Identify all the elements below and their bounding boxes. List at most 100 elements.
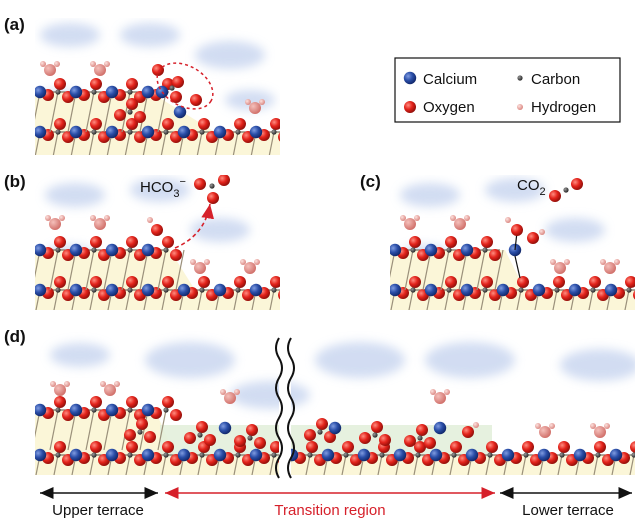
- carbon-atom: [199, 452, 204, 457]
- carbon-atom: [91, 452, 96, 457]
- bond: [284, 290, 292, 330]
- hydrogen-atom: [539, 229, 545, 235]
- carbon-atom: [55, 247, 60, 252]
- hydrogen-atom: [604, 423, 610, 429]
- oxygen-atom: [409, 236, 421, 248]
- oxygen-atom: [254, 437, 266, 449]
- hydrogen-atom: [414, 215, 420, 221]
- hydrogen-atom: [400, 215, 406, 221]
- hydrogen-atom: [517, 104, 523, 110]
- carbon-atom: [127, 247, 132, 252]
- water-cloud: [50, 343, 110, 367]
- water-oxygen: [404, 218, 416, 230]
- carbon-atom: [197, 432, 202, 437]
- hydrogen-atom: [590, 423, 596, 429]
- oxygen-atom: [218, 174, 230, 186]
- hydrogen-atom: [40, 61, 46, 67]
- hydrogen-atom: [614, 259, 620, 265]
- panel-d: [32, 342, 637, 495]
- calcium-atom: [214, 284, 226, 296]
- carbon-atom: [235, 452, 240, 457]
- hydrogen-atom: [104, 215, 110, 221]
- oxygen-atom: [54, 78, 66, 90]
- oxygen-atom: [196, 421, 208, 433]
- carbon-atom: [559, 452, 564, 457]
- calcium-atom: [329, 422, 341, 434]
- hydrogen-atom: [90, 61, 96, 67]
- carbon-atom: [199, 287, 204, 292]
- calcium-atom: [219, 422, 231, 434]
- carbon-atom: [55, 129, 60, 134]
- carbon-atom: [631, 452, 636, 457]
- calcium-atom: [70, 404, 82, 416]
- oxygen-atom: [511, 224, 523, 236]
- oxygen-atom: [270, 118, 282, 130]
- calcium-atom: [358, 449, 370, 461]
- hydrogen-atom: [600, 259, 606, 265]
- oxygen-atom: [409, 276, 421, 288]
- oxygen-atom: [126, 441, 138, 453]
- water-cloud: [120, 23, 180, 47]
- hydrogen-atom: [59, 215, 65, 221]
- oxygen-atom: [445, 276, 457, 288]
- hydrogen-atom: [505, 217, 511, 223]
- carbon-atom: [127, 89, 132, 94]
- carbon-atom: [91, 129, 96, 134]
- subscript: 3: [173, 188, 179, 200]
- carbon-atom: [446, 287, 451, 292]
- carbon-atom: [554, 287, 559, 292]
- region-label: Transition region: [274, 502, 385, 519]
- legend-label: Hydrogen: [531, 99, 596, 116]
- oxygen-atom: [571, 178, 583, 190]
- water-cloud: [425, 342, 515, 378]
- oxygen-atom: [134, 111, 146, 123]
- oxygen-atom: [371, 421, 383, 433]
- carbon-atom: [626, 287, 631, 292]
- water-oxygen: [454, 218, 466, 230]
- oxygen-atom: [126, 396, 138, 408]
- calcium-atom: [434, 422, 446, 434]
- panel-label: (c): [360, 172, 381, 191]
- carbon-atom: [55, 407, 60, 412]
- hydrogen-atom: [430, 389, 436, 395]
- water-cloud: [145, 342, 235, 378]
- calcium-atom: [106, 404, 118, 416]
- hydrogen-atom: [45, 215, 51, 221]
- carbon-atom: [343, 452, 348, 457]
- water-oxygen: [194, 262, 206, 274]
- hydrogen-atom: [473, 422, 479, 428]
- carbon-atom: [163, 287, 168, 292]
- calcium-atom: [389, 284, 401, 296]
- hydrogen-atom: [64, 381, 70, 387]
- calcium-atom: [250, 126, 262, 138]
- oxygen-atom: [630, 441, 637, 453]
- water-oxygen: [104, 384, 116, 396]
- carbon-atom: [91, 247, 96, 252]
- carbon-atom: [247, 435, 252, 440]
- carbon-atom: [91, 89, 96, 94]
- calcium-atom: [34, 126, 46, 138]
- panel-a: [32, 23, 292, 172]
- oxygen-atom: [234, 276, 246, 288]
- carbon-atom: [523, 452, 528, 457]
- hydrogen-atom: [90, 215, 96, 221]
- oxygen-atom: [54, 236, 66, 248]
- oxygen-atom: [278, 131, 290, 143]
- figure: (a) (b) (c) (d) HCO3− CO2 Calcium Carbon…: [0, 0, 637, 524]
- water-oxygen: [44, 64, 56, 76]
- hydrogen-atom: [535, 423, 541, 429]
- hydrogen-atom: [100, 381, 106, 387]
- oxygen-atom: [416, 424, 428, 436]
- carbon-atom: [55, 287, 60, 292]
- oxygen-atom: [126, 78, 138, 90]
- oxygen-atom: [522, 441, 534, 453]
- calcium-atom: [34, 86, 46, 98]
- carbon-atom: [91, 407, 96, 412]
- hydrogen-atom: [54, 61, 60, 67]
- oxygen-atom: [162, 236, 174, 248]
- oxygen-atom: [136, 418, 148, 430]
- oxygen-atom: [278, 289, 290, 301]
- carbon-atom: [451, 452, 456, 457]
- water-oxygen: [604, 262, 616, 274]
- hydrogen-atom: [444, 389, 450, 395]
